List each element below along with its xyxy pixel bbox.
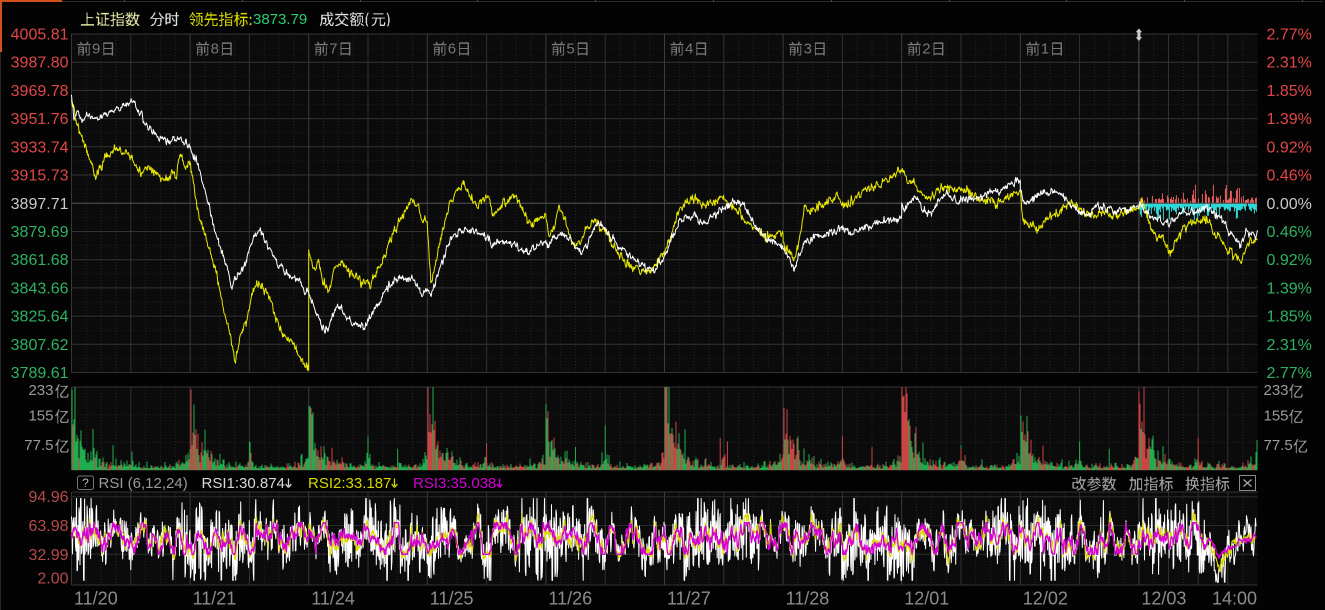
svg-text:3807.62: 3807.62 [11, 337, 69, 354]
svg-text:3879.69: 3879.69 [11, 224, 69, 241]
svg-text:11/27: 11/27 [667, 589, 711, 609]
svg-text:8: 8 [211, 41, 219, 58]
svg-text:11/26: 11/26 [548, 589, 592, 609]
svg-text:2.77%: 2.77% [1267, 27, 1312, 44]
svg-text:0.00%: 0.00% [1267, 196, 1312, 213]
svg-text:77.5: 77.5 [24, 437, 53, 454]
svg-text:RSI (6,12,24): RSI (6,12,24) [99, 475, 188, 492]
svg-text:0.92%: 0.92% [1267, 252, 1312, 269]
svg-text:1.85%: 1.85% [1267, 83, 1312, 100]
svg-text:155: 155 [1264, 407, 1289, 424]
svg-text:3915.73: 3915.73 [11, 168, 69, 185]
svg-text:2.31%: 2.31% [1267, 337, 1312, 354]
svg-text:12/01: 12/01 [904, 589, 949, 609]
svg-text:9: 9 [92, 41, 100, 58]
svg-text:11/21: 11/21 [193, 589, 237, 609]
svg-text:11/25: 11/25 [430, 589, 474, 609]
svg-text:233: 233 [1264, 382, 1289, 399]
svg-text:233: 233 [28, 382, 53, 399]
svg-text:1.39%: 1.39% [1267, 111, 1312, 128]
svg-text:3969.78: 3969.78 [11, 83, 69, 100]
svg-text:1: 1 [1041, 41, 1049, 58]
svg-text:2.00: 2.00 [37, 571, 68, 588]
svg-text:155: 155 [28, 407, 53, 424]
svg-text:7: 7 [329, 41, 337, 58]
svg-text:1.39%: 1.39% [1267, 280, 1312, 297]
svg-text:77.5: 77.5 [1264, 437, 1293, 454]
svg-text:3861.68: 3861.68 [11, 252, 69, 269]
svg-text:0.92%: 0.92% [1267, 139, 1312, 156]
svg-text:RSI1:30.874: RSI1:30.874 [202, 475, 285, 492]
svg-text:12/03: 12/03 [1141, 589, 1186, 609]
svg-text:3: 3 [804, 41, 812, 58]
svg-text:63.98: 63.98 [28, 518, 68, 535]
svg-text:3933.74: 3933.74 [11, 139, 69, 156]
svg-text:11/20: 11/20 [74, 589, 118, 609]
svg-text:2.77%: 2.77% [1267, 365, 1312, 382]
svg-text:94.96: 94.96 [28, 489, 68, 506]
svg-text:3987.80: 3987.80 [11, 55, 69, 72]
svg-text:3897.71: 3897.71 [11, 196, 69, 213]
svg-text:2: 2 [922, 41, 930, 58]
svg-text:11/28: 11/28 [786, 589, 830, 609]
svg-text:14:00: 14:00 [1212, 589, 1257, 609]
svg-text:RSI2:33.187: RSI2:33.187 [308, 475, 391, 492]
svg-text:3843.66: 3843.66 [11, 280, 69, 297]
svg-text:4: 4 [685, 41, 693, 58]
svg-text:12/02: 12/02 [1023, 589, 1068, 609]
svg-text:3789.61: 3789.61 [11, 365, 69, 382]
svg-text:11/24: 11/24 [311, 589, 355, 609]
svg-text:2.31%: 2.31% [1267, 55, 1312, 72]
svg-text:6: 6 [448, 41, 456, 58]
svg-text:1.85%: 1.85% [1267, 309, 1312, 326]
svg-text:3825.64: 3825.64 [11, 309, 69, 326]
svg-text:0.46%: 0.46% [1267, 224, 1312, 241]
svg-text:3873.79: 3873.79 [253, 11, 307, 28]
svg-text:0.46%: 0.46% [1267, 168, 1312, 185]
svg-text:?: ? [82, 476, 89, 490]
svg-text:32.99: 32.99 [28, 547, 68, 564]
svg-text:3951.76: 3951.76 [11, 111, 69, 128]
svg-text:5: 5 [566, 41, 574, 58]
svg-text:4005.81: 4005.81 [11, 27, 69, 44]
svg-text:RSI3:35.038: RSI3:35.038 [413, 475, 496, 492]
